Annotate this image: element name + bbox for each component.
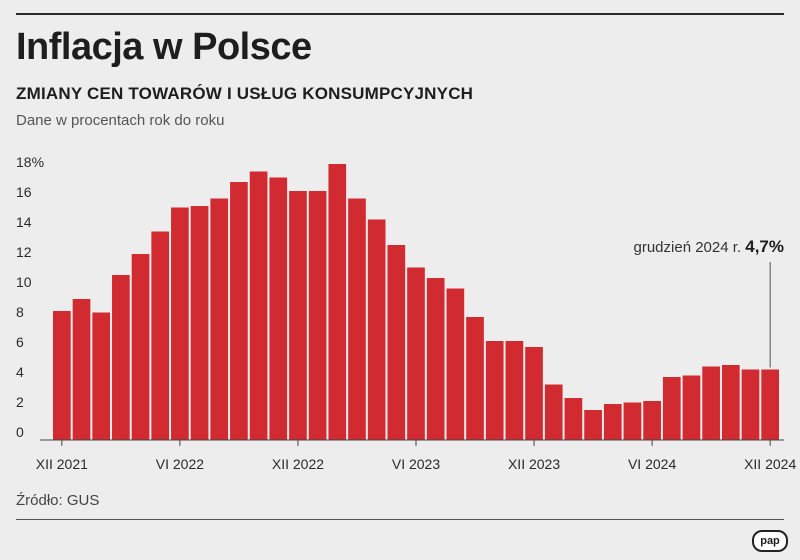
bar xyxy=(505,341,524,440)
bar xyxy=(603,404,622,440)
bar xyxy=(53,311,71,440)
bottom-rule xyxy=(16,519,784,520)
y-tick-label: 16 xyxy=(16,184,32,200)
y-tick-label: 14 xyxy=(16,214,32,230)
x-tick-label: VI 2024 xyxy=(628,456,676,472)
y-tick-label: 0 xyxy=(16,424,24,440)
bar xyxy=(72,299,91,440)
y-tick-label: 6 xyxy=(16,334,24,350)
units-note: Dane w procentach rok do roku xyxy=(16,112,225,129)
y-tick-label: 4 xyxy=(16,364,24,380)
x-tick-label: XII 2023 xyxy=(508,456,560,472)
bar xyxy=(387,245,406,440)
bar xyxy=(544,384,563,440)
bar xyxy=(682,375,701,440)
y-tick-label: 2 xyxy=(16,394,24,410)
bar xyxy=(249,171,268,440)
bar xyxy=(623,402,642,440)
x-tick-label: VI 2023 xyxy=(392,456,440,472)
bar xyxy=(525,347,543,440)
bar xyxy=(210,198,229,440)
bar xyxy=(584,410,602,440)
bar xyxy=(112,275,130,440)
y-tick-label: 10 xyxy=(16,274,32,290)
source-note: Źródło: GUS xyxy=(16,492,100,509)
bar xyxy=(662,377,681,440)
bar xyxy=(426,278,445,440)
bar xyxy=(407,267,425,440)
x-tick-label: XII 2024 xyxy=(744,456,796,472)
bar xyxy=(348,198,366,440)
bar xyxy=(466,317,484,440)
annotation-text: grudzień 2024 r. xyxy=(634,239,746,256)
bar xyxy=(485,341,504,440)
bar xyxy=(446,288,465,440)
y-tick-label: 18% xyxy=(16,154,44,170)
chart-subtitle: ZMIANY CEN TOWARÓW I USŁUG KONSUMPCYJNYC… xyxy=(16,84,474,103)
bar xyxy=(171,207,189,440)
x-tick-label: XII 2022 xyxy=(272,456,324,472)
x-tick-label: VI 2022 xyxy=(156,456,204,472)
bar xyxy=(741,369,760,440)
bar xyxy=(564,398,583,440)
pap-logo: pap xyxy=(752,530,788,552)
bar xyxy=(190,206,209,440)
y-tick-label: 12 xyxy=(16,244,32,260)
bar xyxy=(721,365,740,440)
bar xyxy=(308,191,327,440)
annotation-value: 4,7% xyxy=(745,237,784,256)
bar xyxy=(131,254,150,440)
bar xyxy=(151,231,170,440)
annotation-label: grudzień 2024 r. 4,7% xyxy=(634,237,785,256)
bar xyxy=(269,177,288,440)
bar xyxy=(761,369,779,440)
bar xyxy=(367,219,386,440)
bar xyxy=(702,366,720,440)
top-rule xyxy=(16,13,784,15)
bar xyxy=(289,191,307,440)
bar xyxy=(643,401,661,440)
bar xyxy=(328,164,347,440)
chart-title: Inflacja w Polsce xyxy=(16,26,312,68)
bar xyxy=(92,312,111,440)
x-tick-label: XII 2021 xyxy=(36,456,88,472)
bar xyxy=(230,182,248,440)
y-tick-label: 8 xyxy=(16,304,24,320)
